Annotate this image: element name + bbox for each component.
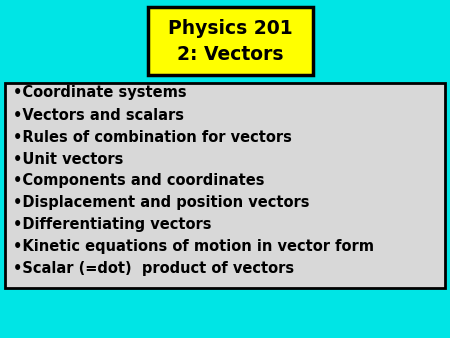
Text: •Kinetic equations of motion in vector form: •Kinetic equations of motion in vector f… (13, 240, 374, 255)
Text: •Unit vectors: •Unit vectors (13, 151, 123, 167)
Text: •Rules of combination for vectors: •Rules of combination for vectors (13, 129, 292, 145)
FancyBboxPatch shape (5, 83, 445, 288)
Text: •Differentiating vectors: •Differentiating vectors (13, 217, 212, 233)
Text: •Vectors and scalars: •Vectors and scalars (13, 107, 184, 122)
Text: Physics 201: Physics 201 (168, 19, 293, 38)
Text: •Scalar (=dot)  product of vectors: •Scalar (=dot) product of vectors (13, 262, 294, 276)
Text: •Coordinate systems: •Coordinate systems (13, 86, 187, 100)
Text: •Components and coordinates: •Components and coordinates (13, 173, 265, 189)
Text: 2: Vectors: 2: Vectors (177, 45, 284, 64)
FancyBboxPatch shape (148, 7, 313, 75)
Text: •Displacement and position vectors: •Displacement and position vectors (13, 195, 310, 211)
